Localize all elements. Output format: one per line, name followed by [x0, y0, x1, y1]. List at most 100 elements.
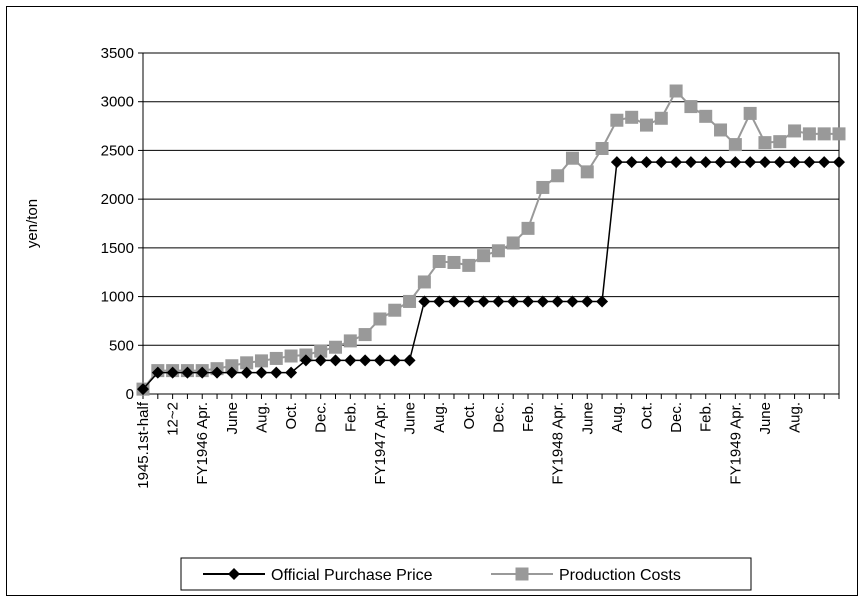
- legend: [180, 557, 752, 591]
- data-point-0: [640, 156, 653, 169]
- y-tick-label: 3000: [101, 94, 134, 111]
- data-point-0: [522, 295, 535, 308]
- data-point-1: [684, 100, 698, 114]
- x-tick-label: Dec.: [490, 402, 507, 433]
- data-point-0: [610, 156, 623, 169]
- x-tick-label: FY1949 Apr.: [727, 402, 744, 485]
- data-point-1: [728, 138, 742, 152]
- data-point-1: [477, 249, 491, 263]
- data-point-1: [743, 106, 757, 120]
- data-point-1: [595, 141, 609, 155]
- data-point-0: [714, 156, 727, 169]
- legend-label-1: Production Costs: [559, 567, 681, 584]
- data-point-0: [240, 366, 253, 379]
- data-point-0: [196, 366, 209, 379]
- x-tick-label: June: [224, 402, 241, 435]
- data-point-1: [521, 221, 535, 235]
- data-point-0: [655, 156, 668, 169]
- x-tick-label: Oct.: [638, 402, 655, 430]
- data-point-0: [433, 295, 446, 308]
- data-point-1: [788, 124, 802, 138]
- series-line-0: [142, 161, 839, 390]
- data-point-1: [551, 169, 565, 183]
- data-point-0: [151, 366, 164, 379]
- chart-frame: 0 500 1000 1500 2000 2500 3000 3500 1945.1st-hal…: [6, 6, 858, 596]
- data-point-1: [225, 359, 239, 373]
- data-point-0: [329, 354, 342, 367]
- data-point-1: [639, 118, 653, 132]
- data-point-0: [299, 354, 312, 367]
- x-tick-label: Dec.: [313, 402, 330, 433]
- data-point-1: [802, 127, 816, 141]
- data-point-0: [403, 354, 416, 367]
- data-point-1: [832, 127, 846, 141]
- data-point-0: [818, 156, 831, 169]
- x-tick-label: Dec.: [668, 402, 685, 433]
- x-tick-label: Oct.: [461, 402, 478, 430]
- data-point-0: [729, 156, 742, 169]
- data-point-1: [817, 127, 831, 141]
- data-point-0: [744, 156, 757, 169]
- data-point-1: [314, 344, 328, 358]
- data-point-1: [669, 84, 683, 98]
- data-point-1: [240, 356, 254, 370]
- data-point-0: [359, 354, 372, 367]
- data-point-0: [581, 295, 594, 308]
- data-point-0: [137, 383, 149, 396]
- data-point-1: [758, 136, 772, 150]
- data-point-0: [285, 366, 298, 379]
- x-tick-label: Oct.: [283, 402, 300, 430]
- plot-area: [142, 52, 840, 395]
- data-point-0: [447, 295, 460, 308]
- y-axis-label: yen/ton: [24, 199, 41, 248]
- data-point-0: [344, 354, 357, 367]
- data-point-1: [284, 349, 298, 363]
- x-tick-label: June: [402, 402, 419, 435]
- data-point-1: [343, 334, 357, 348]
- data-point-1: [654, 111, 668, 125]
- data-point-1: [580, 165, 594, 179]
- data-point-0: [803, 156, 816, 169]
- data-point-1: [254, 354, 268, 368]
- x-tick-label: June: [757, 402, 774, 435]
- y-tick-label: 2500: [101, 142, 134, 159]
- line-chart: 0 500 1000 1500 2000 2500 3000 3500 1945.1st-hal…: [24, 45, 846, 591]
- legend-label-0: Official Purchase Price: [271, 567, 433, 584]
- data-point-1: [358, 328, 372, 342]
- y-tick-label: 500: [109, 337, 134, 354]
- data-point-0: [833, 156, 845, 169]
- x-tick-label: Aug.: [787, 402, 804, 433]
- data-point-1: [447, 255, 461, 269]
- x-tick-label: June: [579, 402, 596, 435]
- data-point-1: [403, 294, 417, 308]
- x-tick-label: Aug.: [431, 402, 448, 433]
- data-point-0: [270, 366, 283, 379]
- series-line-1: [142, 89, 839, 390]
- data-point-1: [565, 151, 579, 165]
- data-point-0: [418, 295, 431, 308]
- x-tick-label: Feb.: [342, 402, 359, 432]
- data-point-1: [773, 135, 787, 149]
- data-point-0: [596, 295, 609, 308]
- x-tick-label: FY1948 Apr.: [550, 402, 567, 485]
- data-point-1: [269, 351, 283, 365]
- data-point-0: [625, 156, 638, 169]
- data-point-1: [373, 312, 387, 326]
- data-point-0: [551, 295, 564, 308]
- data-point-1: [506, 236, 520, 250]
- data-point-0: [536, 295, 549, 308]
- data-point-0: [255, 366, 268, 379]
- data-point-1: [699, 109, 713, 123]
- data-point-0: [788, 156, 801, 169]
- data-point-0: [492, 295, 505, 308]
- x-tick-label: 1945.1st-half: [135, 401, 152, 489]
- x-tick-label: 12~2: [165, 402, 182, 436]
- legend-marker-0: [228, 568, 240, 580]
- data-point-1: [417, 275, 431, 289]
- data-point-0: [166, 366, 179, 379]
- y-tick-label: 3500: [101, 45, 134, 62]
- data-point-1: [625, 110, 639, 124]
- legend-marker-1: [515, 567, 529, 581]
- data-point-0: [566, 295, 579, 308]
- x-tick-label: Feb.: [520, 402, 537, 432]
